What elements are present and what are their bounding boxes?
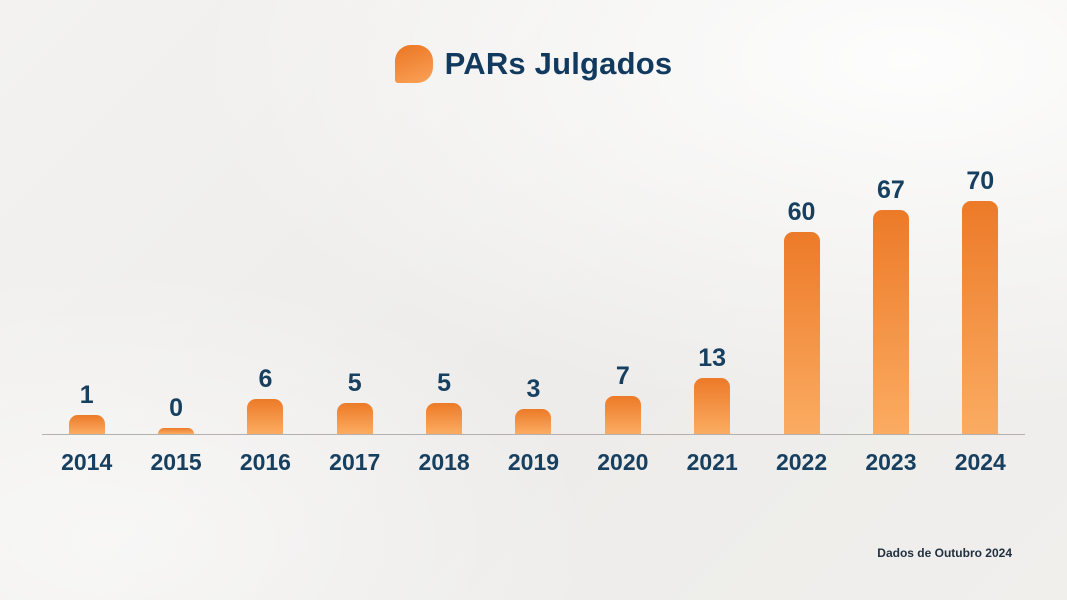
bar <box>872 210 909 434</box>
bar-cell: 67 <box>846 176 935 434</box>
bar <box>783 232 820 434</box>
bar-cell: 7 <box>578 362 667 434</box>
bar-value-label: 7 <box>615 362 630 391</box>
bar <box>604 396 641 434</box>
bar-value-label: 5 <box>437 368 452 397</box>
bar-value-label: 70 <box>966 167 995 195</box>
bar <box>158 428 195 434</box>
orange-leaf-icon <box>394 45 433 83</box>
bar-value-label: 3 <box>526 374 541 403</box>
x-tick-label: 2017 <box>329 449 381 475</box>
x-labels-row: 2014 2015 2016 2017 2018 2019 2020 2021 2022 2023… <box>42 449 1025 476</box>
x-axis-line <box>42 434 1025 435</box>
x-tick-label: 2021 <box>686 449 738 475</box>
x-tick-label: 2018 <box>418 449 470 475</box>
x-tick-label: 2022 <box>775 449 828 475</box>
x-tick-label: 2016 <box>239 449 291 475</box>
bar <box>426 402 463 434</box>
bar-value-label: 1 <box>79 380 94 409</box>
bar <box>247 399 284 434</box>
bar-cell: 60 <box>757 198 846 434</box>
bar-cell: 13 <box>668 344 757 434</box>
bar-value-label: 5 <box>347 368 362 397</box>
page-title: PARs Julgados <box>444 46 673 81</box>
bar <box>68 414 105 434</box>
bars-row: 1 0 6 5 5 3 7 13 60 67 70 <box>42 130 1025 434</box>
chart-header: PARs Julgados <box>0 45 1067 83</box>
bar-value-label: 67 <box>877 176 905 205</box>
bar-cell: 5 <box>399 368 488 434</box>
footer-note: Dados de Outubro 2024 <box>877 546 1012 560</box>
x-tick-label: 2014 <box>61 449 113 475</box>
bar-value-label: 60 <box>787 198 816 226</box>
bar-cell: 6 <box>221 365 310 434</box>
bar-value-label: 13 <box>698 343 727 372</box>
bar <box>694 377 731 434</box>
bar <box>962 201 999 434</box>
bar-cell: 1 <box>42 381 131 434</box>
x-tick-label: 2023 <box>865 449 917 475</box>
bar-value-label: 6 <box>258 365 273 394</box>
bar-cell: 5 <box>310 368 399 434</box>
bar-cell: 0 <box>131 394 220 434</box>
bar-chart: 1 0 6 5 5 3 7 13 60 67 70 2014 2015 2016 2017 2018 2019… <box>42 130 1025 476</box>
bar <box>515 408 552 434</box>
x-tick-label: 2019 <box>507 449 560 475</box>
x-tick-label: 2024 <box>954 449 1006 475</box>
bar <box>336 402 373 434</box>
bar-cell: 70 <box>936 167 1025 434</box>
bar-value-label: 0 <box>169 394 183 422</box>
bar-cell: 3 <box>489 375 578 434</box>
x-tick-label: 2015 <box>150 449 202 475</box>
x-tick-label: 2020 <box>597 449 649 475</box>
